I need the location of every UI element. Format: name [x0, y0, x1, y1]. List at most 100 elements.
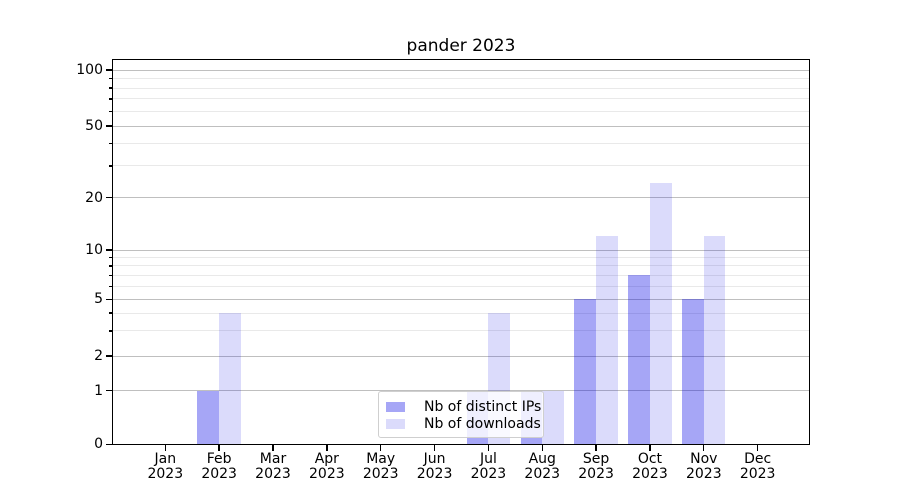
y-axis-tick-label: 5: [94, 291, 103, 308]
y-axis-tick: [106, 355, 112, 357]
y-axis-tick: [106, 69, 112, 71]
x-axis-tick: [326, 445, 328, 451]
bar-downloads-sep: [596, 236, 618, 445]
x-label-year: 2023: [416, 466, 453, 482]
gridline-major: [112, 197, 810, 199]
x-label-year: 2023: [632, 466, 668, 482]
x-axis-tick: [756, 445, 759, 451]
y-axis-tick: [106, 249, 112, 251]
y-axis-tick-label: 100: [76, 62, 103, 78]
x-axis-tick-label: Jan 2023: [125, 452, 205, 482]
x-axis-tick-label: Oct 2023: [610, 452, 690, 482]
gridline-minor: [112, 98, 810, 100]
x-label-month: Feb: [206, 451, 232, 467]
bar-downloads-aug: [542, 390, 564, 445]
x-axis-tick-label: Nov 2023: [664, 452, 744, 482]
gridline-major: [112, 125, 810, 127]
y-axis-minor-tick: [109, 312, 112, 314]
legend: Nb of distinct IPs Nb of downloads: [378, 391, 544, 438]
gridline-minor: [112, 285, 810, 287]
x-label-year: 2023: [524, 466, 561, 482]
x-label-year: 2023: [255, 466, 291, 482]
x-axis-tick: [218, 445, 220, 451]
y-axis-minor-tick: [109, 165, 112, 167]
bar-downloads-nov: [703, 236, 726, 445]
y-axis-minor-tick: [109, 77, 112, 80]
legend-swatch-downloads: [386, 418, 405, 429]
y-axis-tick: [106, 197, 112, 199]
gridline-major: [112, 390, 810, 392]
y-axis-tick-label: 20: [85, 189, 103, 206]
gridline-major: [112, 249, 810, 251]
x-axis-tick-label: Jun 2023: [395, 452, 475, 482]
legend-swatch-distinct-ips: [386, 401, 405, 412]
y-axis-minor-tick: [109, 285, 112, 288]
y-axis-tick: [106, 125, 112, 127]
y-axis-minor-tick: [109, 98, 112, 100]
y-axis-minor-tick: [109, 265, 112, 267]
x-axis-tick: [380, 445, 382, 451]
x-label-month: Sep: [582, 451, 610, 467]
y-axis-tick-label: 0: [94, 436, 103, 453]
bar-downloads-feb: [219, 313, 241, 445]
y-axis-tick-label: 1: [94, 382, 103, 399]
y-axis-minor-tick: [109, 274, 112, 277]
x-axis-tick-label: May 2023: [341, 452, 421, 482]
gridline-minor: [112, 330, 810, 332]
x-axis-tick: [703, 445, 705, 451]
x-label-year: 2023: [739, 466, 776, 482]
y-axis-tick-label: 2: [94, 348, 103, 364]
x-axis-tick: [541, 445, 543, 451]
legend-row-distinct-ips: Nb of distinct IPs: [386, 398, 541, 415]
chart-title: pander 2023: [406, 36, 516, 56]
y-axis-minor-tick: [109, 110, 112, 112]
x-label-year: 2023: [578, 466, 614, 482]
y-axis-tick: [106, 298, 112, 300]
x-axis-tick-label: Aug 2023: [502, 452, 582, 482]
bar-distinct-ips-feb: [197, 390, 220, 445]
gridline-minor: [112, 142, 810, 144]
bar-downloads-oct: [649, 183, 672, 445]
x-label-month: Nov: [690, 451, 718, 467]
legend-label-downloads: Nb of downloads: [424, 415, 541, 432]
x-label-year: 2023: [362, 466, 399, 482]
gridline-minor: [112, 87, 810, 89]
x-label-year: 2023: [470, 466, 507, 482]
x-label-month: Jun: [423, 451, 446, 467]
y-axis-tick-label: 50: [85, 118, 103, 134]
gridline-minor: [112, 256, 810, 258]
y-axis-tick-label: 10: [85, 242, 103, 258]
legend-label-distinct-ips: Nb of distinct IPs: [424, 398, 542, 415]
x-label-year: 2023: [147, 466, 184, 482]
x-label-month: Apr: [314, 451, 339, 467]
x-label-month: Jul: [479, 451, 497, 467]
x-label-month: Mar: [259, 451, 287, 467]
gridline-minor: [112, 78, 810, 79]
gridline-minor: [112, 110, 810, 112]
bar-distinct-ips-sep: [574, 299, 597, 445]
x-axis-tick: [595, 445, 597, 451]
x-label-year: 2023: [201, 466, 237, 482]
y-axis-minor-tick: [109, 87, 112, 89]
x-axis-tick: [649, 445, 651, 451]
gridline-minor: [112, 274, 810, 276]
y-axis-minor-tick: [109, 256, 112, 259]
x-axis-tick: [487, 445, 490, 451]
gridline-major: [112, 355, 810, 357]
y-axis-minor-tick: [109, 142, 112, 145]
gridline-minor: [112, 165, 810, 167]
bar-distinct-ips-oct: [628, 275, 650, 445]
y-axis-minor-tick: [109, 330, 112, 332]
x-axis-tick: [272, 445, 274, 451]
y-axis-tick: [106, 443, 112, 445]
x-label-month: Oct: [637, 451, 663, 467]
x-axis-tick-label: Jul 2023: [448, 452, 528, 482]
x-label-year: 2023: [309, 466, 345, 482]
x-label-month: Aug: [528, 451, 556, 467]
gridline-minor: [112, 265, 810, 267]
y-axis-tick: [106, 390, 112, 392]
x-label-month: Jan: [154, 451, 177, 467]
